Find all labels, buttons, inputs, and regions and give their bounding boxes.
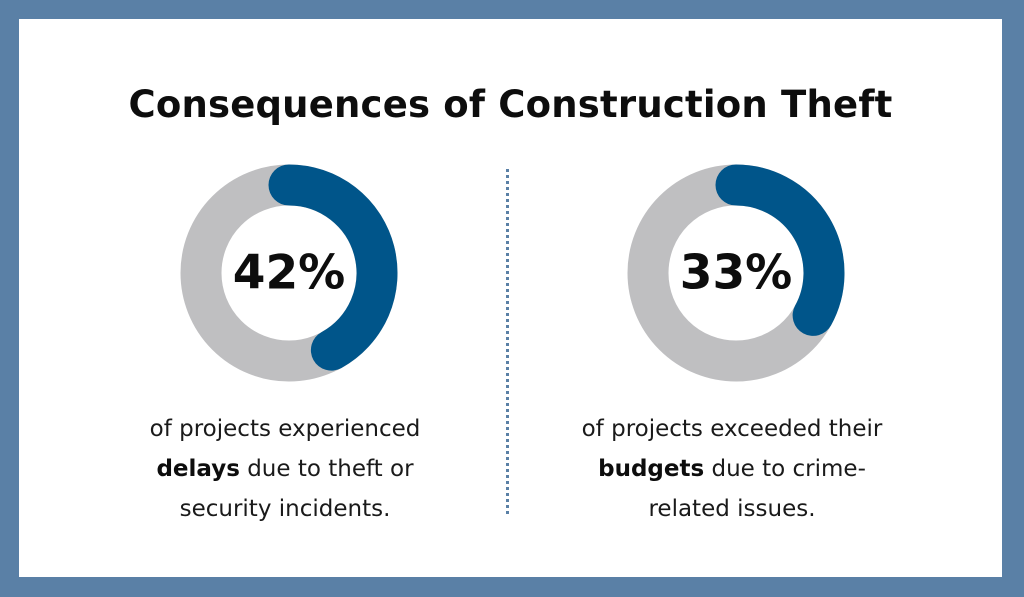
donut-value-label: 42% bbox=[233, 246, 346, 301]
caption-line-3: related issues. bbox=[648, 496, 816, 522]
donut-chart-budgets: 33% bbox=[627, 164, 845, 382]
caption-keyword: budgets bbox=[598, 456, 705, 482]
caption-line-1: of projects exceeded their bbox=[581, 416, 883, 442]
stat-caption: of projects experienced delays due to th… bbox=[75, 409, 495, 529]
dotted-divider bbox=[506, 169, 509, 514]
donut-chart-delays: 42% bbox=[180, 164, 398, 382]
stat-delays: 42% of projects experienced delays due t… bbox=[75, 19, 495, 577]
stat-budgets: 33% of projects exceeded their budgets d… bbox=[522, 19, 942, 577]
page-title: Consequences of Construction Theft bbox=[128, 83, 893, 126]
stat-caption: of projects exceeded their budgets due t… bbox=[522, 409, 942, 529]
caption-line-3: security incidents. bbox=[179, 496, 391, 522]
caption-line-1: of projects experienced bbox=[149, 416, 421, 442]
caption-line-2: due to theft or bbox=[239, 456, 414, 482]
caption-keyword: delays bbox=[156, 456, 240, 482]
donut-value-arc bbox=[268, 164, 398, 371]
donut-value-label: 33% bbox=[680, 246, 793, 301]
infographic-card: Consequences of Construction Theft 42% o… bbox=[19, 19, 1002, 577]
caption-line-2: due to crime- bbox=[704, 456, 866, 482]
donut-value-arc bbox=[715, 164, 845, 336]
